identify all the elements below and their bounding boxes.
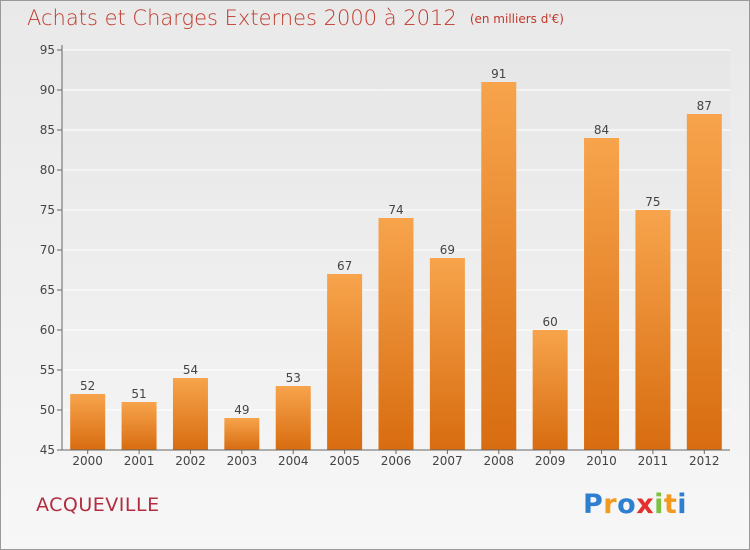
x-tick-label: 2010 (586, 454, 617, 468)
bar (275, 386, 311, 450)
x-tick-label: 2004 (278, 454, 309, 468)
x-tick-label: 2011 (638, 454, 669, 468)
chart-unit-label: (en milliers d'€) (469, 12, 564, 26)
commune-name: ACQUEVILLE (36, 494, 160, 516)
data-label: 87 (697, 99, 712, 113)
bar (481, 82, 517, 450)
bar (70, 394, 106, 450)
proxiti-logo: Proxiti (583, 489, 687, 520)
y-tick-label: 90 (40, 83, 55, 97)
x-tick-label: 2006 (381, 454, 412, 468)
x-tick-label: 2005 (329, 454, 360, 468)
bar (686, 114, 722, 450)
x-tick-label: 2007 (432, 454, 463, 468)
data-labels: 52 51 54 49 53 67 74 69 91 60 84 75 87 (80, 67, 712, 417)
bar (532, 330, 568, 450)
bars (70, 82, 722, 450)
y-tick-label: 65 (40, 283, 55, 297)
y-tick-label: 45 (40, 443, 55, 457)
data-label: 74 (388, 203, 403, 217)
bar (584, 138, 620, 450)
bar (121, 402, 157, 450)
logo-letter: x (636, 489, 655, 520)
bar (378, 218, 414, 450)
bar (224, 418, 260, 450)
logo-letter: t (663, 489, 678, 520)
y-tick-label: 50 (40, 403, 55, 417)
logo-letter: i (654, 489, 664, 520)
x-tick-label: 2001 (124, 454, 155, 468)
y-tick-label: 55 (40, 363, 55, 377)
logo-letter: P (583, 489, 604, 520)
x-tick-label: 2000 (72, 454, 103, 468)
chart-title-block: Achats et Charges Externes 2000 à 2012 (… (27, 6, 564, 30)
x-tick-label: 2012 (689, 454, 720, 468)
logo-letter: r (603, 489, 618, 520)
data-label: 75 (645, 195, 660, 209)
data-label: 52 (80, 379, 95, 393)
x-tick-label: 2008 (483, 454, 514, 468)
y-tick-label: 95 (40, 43, 55, 57)
y-tick-label: 85 (40, 123, 55, 137)
data-label: 69 (440, 243, 455, 257)
bar (172, 378, 208, 450)
data-label: 49 (234, 403, 249, 417)
data-label: 54 (183, 363, 198, 377)
y-tick-label: 80 (40, 163, 55, 177)
logo-letter: o (617, 489, 637, 520)
data-label: 51 (131, 387, 146, 401)
chart-title: Achats et Charges Externes 2000 à 2012 (27, 6, 457, 30)
y-tick-label: 60 (40, 323, 55, 337)
y-tick-label: 75 (40, 203, 55, 217)
x-axis: 2000 2001 2002 2003 2004 2005 2006 2007 2008 2009… (62, 449, 730, 468)
y-axis: 45 50 55 60 65 70 75 80 85 90 95 (40, 43, 63, 457)
data-label: 53 (286, 371, 301, 385)
data-label: 91 (491, 67, 506, 81)
bar (327, 274, 363, 450)
bar (429, 258, 465, 450)
x-tick-label: 2002 (175, 454, 206, 468)
y-tick-label: 70 (40, 243, 55, 257)
x-tick-label: 2009 (535, 454, 566, 468)
data-label: 67 (337, 259, 352, 273)
x-tick-label: 2003 (227, 454, 258, 468)
logo-letter: i (677, 489, 688, 520)
bar (635, 210, 671, 450)
data-label: 60 (543, 315, 558, 329)
data-label: 84 (594, 123, 609, 137)
